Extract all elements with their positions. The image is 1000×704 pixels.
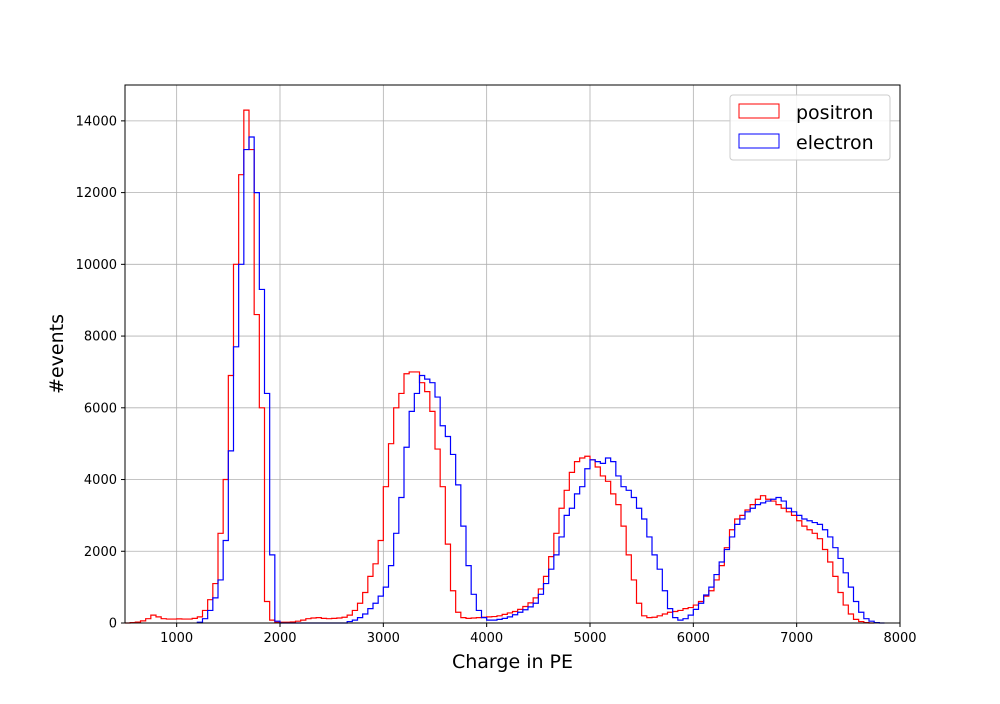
x-tick-label: 7000 (780, 631, 813, 646)
series-positron (125, 109, 875, 624)
x-tick-label: 2000 (263, 631, 296, 646)
y-tick-label: 14000 (76, 114, 117, 129)
axis-ticks: 1000 2000 3000 4000 5000 6000 7000 8000 0 2000 400… (76, 114, 917, 646)
legend-box (729, 94, 891, 161)
y-tick-label: 2000 (84, 545, 117, 560)
y-axis-label: #events (46, 314, 68, 394)
x-tick-label: 3000 (367, 631, 400, 646)
series-electron (196, 136, 885, 624)
y-tick-label: 0 (109, 617, 117, 632)
y-tick-label: 6000 (84, 401, 117, 416)
y-tick-label: 10000 (76, 258, 117, 273)
legend: positron electron (729, 94, 891, 161)
x-tick-label: 1000 (160, 631, 193, 646)
x-tick-label: 8000 (883, 631, 916, 646)
x-tick-label: 6000 (677, 631, 710, 646)
x-axis-label: Charge in PE (452, 651, 573, 673)
legend-label-positron: positron (796, 102, 873, 124)
x-tick-label: 5000 (573, 631, 606, 646)
legend-swatch-positron (738, 103, 780, 119)
y-tick-label: 12000 (76, 186, 117, 201)
plot-frame (124, 84, 901, 624)
legend-label-electron: electron (796, 132, 874, 154)
y-tick-label: 4000 (84, 473, 117, 488)
legend-swatch-electron (738, 133, 780, 149)
x-tick-label: 4000 (470, 631, 503, 646)
series-layer (125, 109, 885, 624)
y-tick-label: 8000 (84, 330, 117, 345)
